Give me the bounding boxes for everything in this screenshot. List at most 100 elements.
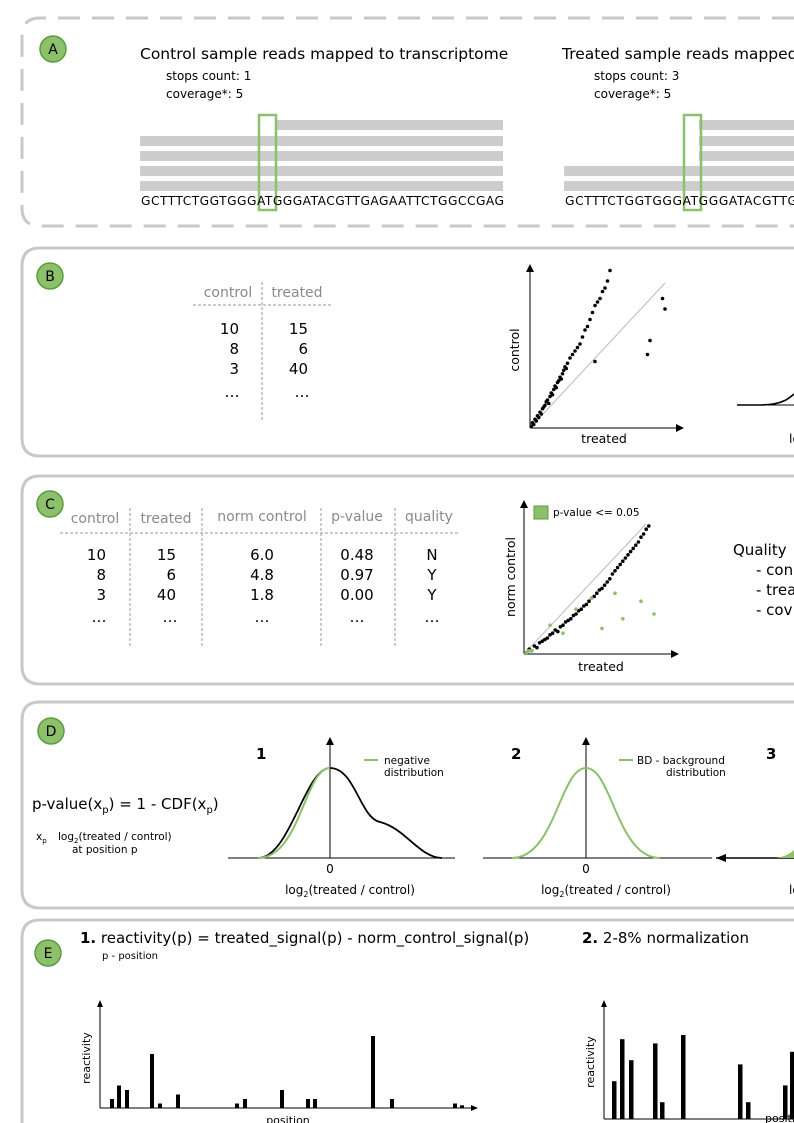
scatter-point [556, 629, 560, 634]
table-cell: 4.8 [250, 566, 274, 584]
control-read [140, 151, 503, 161]
scatter-point [540, 639, 544, 643]
scatter-point [597, 588, 602, 592]
y-axis-arrow [526, 264, 534, 272]
significant-point [600, 626, 604, 631]
scatter-point [576, 609, 581, 613]
control-read [140, 136, 503, 146]
scatter-point [626, 553, 630, 557]
panel-a: A Control sample reads mapped to transcr… [20, 16, 794, 228]
scatter-b: treated control [507, 264, 684, 446]
treated-sequence: GCTTTCTGGTGGGATGGGATACGTTG [565, 194, 794, 208]
table-cell: … [92, 608, 107, 626]
panel-d-label: D [46, 724, 57, 740]
quality-title: Quality [733, 541, 787, 559]
scatter-point [595, 591, 599, 595]
partial-density-b: log [737, 393, 794, 446]
normalized-bar [620, 1039, 625, 1119]
panel-a-label: A [48, 42, 58, 58]
table-cell: 0.00 [340, 586, 373, 604]
table-cell: … [295, 383, 310, 401]
scatter-point [603, 286, 607, 290]
x-axis-arrow [671, 650, 679, 658]
panel-a-border [20, 16, 794, 228]
panel-e-border [20, 918, 794, 1123]
variable-symbol: xp [36, 831, 47, 845]
reactivity-chart-2: reactivity positi [584, 1000, 794, 1123]
reactivity-bar [125, 1090, 129, 1108]
panel-b: B control treated 10 15 8 6 3 40 … … tre… [20, 246, 794, 458]
scatter-point [575, 345, 580, 350]
significant-point [652, 612, 656, 616]
reactivity-bar [460, 1105, 464, 1108]
diagonal [523, 523, 647, 655]
panel-e-label: E [44, 946, 53, 962]
table-cell: N [426, 546, 437, 564]
legend-text: distribution [666, 767, 726, 779]
table-cell: 15 [289, 320, 308, 338]
significant-point [613, 591, 617, 595]
scatter-point [610, 572, 615, 576]
scatter-point [613, 569, 617, 573]
scatter-point [587, 599, 591, 603]
panel-c-badge [36, 490, 64, 518]
axis-label-cut: log [789, 883, 794, 897]
y-axis-label: norm control [503, 537, 518, 617]
scatter-point [554, 385, 559, 390]
table-cell: … [225, 383, 240, 401]
reactivity-bar [243, 1099, 247, 1108]
significant-point [548, 623, 552, 627]
scatter-point [560, 371, 565, 376]
reactivity-chart-1: reactivity position [80, 1000, 478, 1123]
normalized-bar [738, 1064, 743, 1119]
normalized-bar [783, 1085, 788, 1119]
chart-number: 1 [256, 745, 266, 763]
table-cell: 40 [157, 586, 176, 604]
table-cell: Y [426, 586, 437, 604]
scatter-point [561, 623, 565, 627]
y-axis-arrow [582, 737, 590, 745]
zero-tick: 0 [326, 862, 334, 876]
density-chart-1: 1 negative distribution 0 log2(treated /… [228, 737, 455, 899]
scatter-point [641, 532, 646, 536]
normalized-bar [746, 1102, 751, 1119]
treated-highlight-box [682, 113, 703, 212]
scatter-point [628, 549, 633, 554]
x-axis-arrow [471, 1105, 478, 1111]
scatter-point [618, 562, 622, 567]
scatter-point [660, 296, 665, 301]
scatter-point [536, 415, 541, 420]
scatter-point [600, 586, 604, 591]
normalized-bar [681, 1035, 686, 1119]
treated-read [699, 120, 794, 130]
significant-point [574, 607, 578, 611]
legend-swatch [533, 505, 549, 520]
quality-item: - cov [756, 601, 793, 619]
control-read [276, 120, 503, 130]
density-curve [737, 393, 794, 406]
scatter-point [645, 352, 650, 357]
panel-c-border [20, 474, 794, 686]
reactivity-bar [150, 1054, 154, 1108]
scatter-point [605, 580, 609, 584]
y-axis-label: reactivity [80, 1032, 93, 1084]
reactivity-bar [117, 1085, 121, 1108]
scatter-point [584, 602, 589, 607]
density-chart-3: 3 log [716, 745, 794, 897]
scatter-point [631, 546, 635, 551]
control-read [140, 181, 503, 191]
stats-table: control treated norm control p-value qua… [60, 508, 460, 648]
normalized-bar [629, 1060, 634, 1119]
table-cell: 15 [157, 546, 176, 564]
y-axis-arrow [97, 1000, 103, 1007]
table-cell: Y [426, 566, 437, 584]
step1-heading: 1. reactivity(p) = treated_signal(p) - n… [80, 929, 529, 948]
normalized-bar [660, 1102, 665, 1119]
scatter-point [600, 289, 605, 294]
scatter-point [546, 401, 551, 406]
scatter-point [573, 349, 577, 353]
scatter-point [592, 594, 596, 599]
scatter-point [565, 361, 570, 366]
scatter-point [558, 625, 563, 629]
quality-item: - con [756, 561, 793, 579]
